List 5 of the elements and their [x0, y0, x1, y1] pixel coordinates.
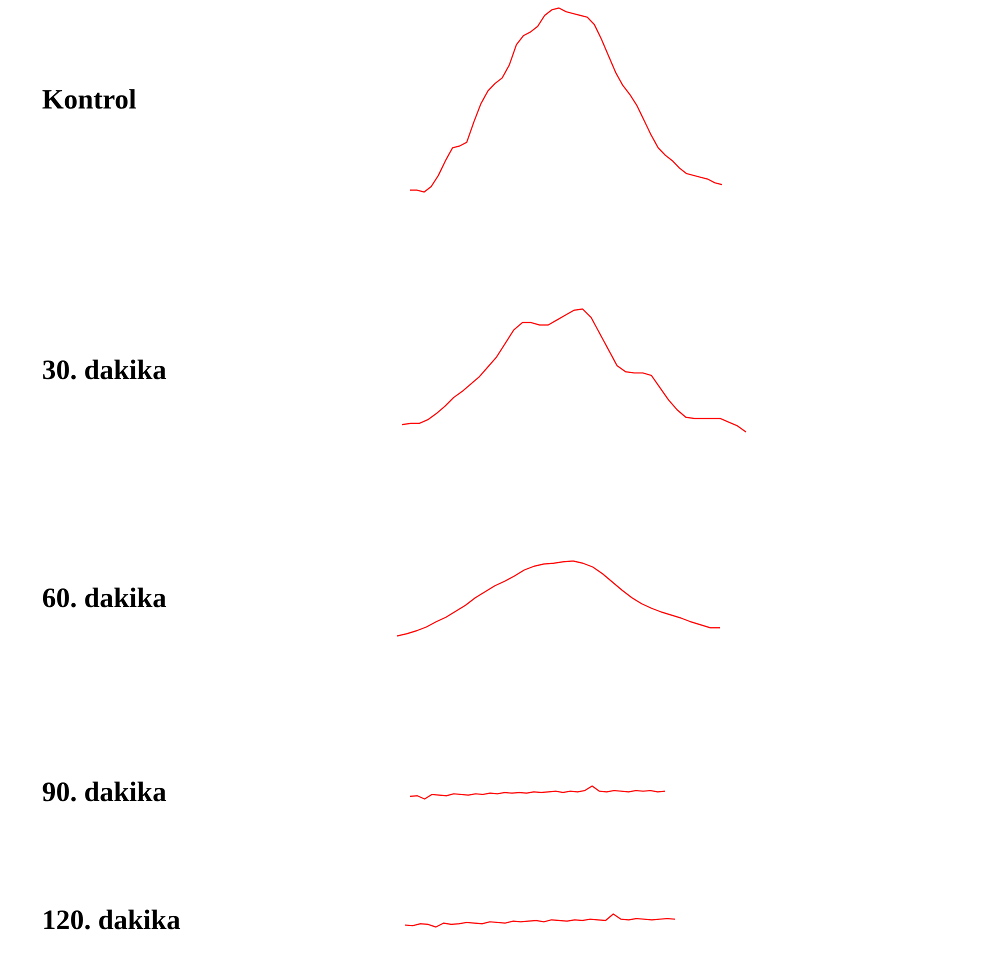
y-axis-title: 90. dakika [42, 777, 166, 808]
y-axis-title: 120. dakika [42, 905, 180, 936]
y-axis-title: Kontrol [42, 84, 137, 116]
y-axis-title: 30. dakika [42, 355, 166, 386]
y-axis-title: 60. dakika [42, 583, 166, 614]
